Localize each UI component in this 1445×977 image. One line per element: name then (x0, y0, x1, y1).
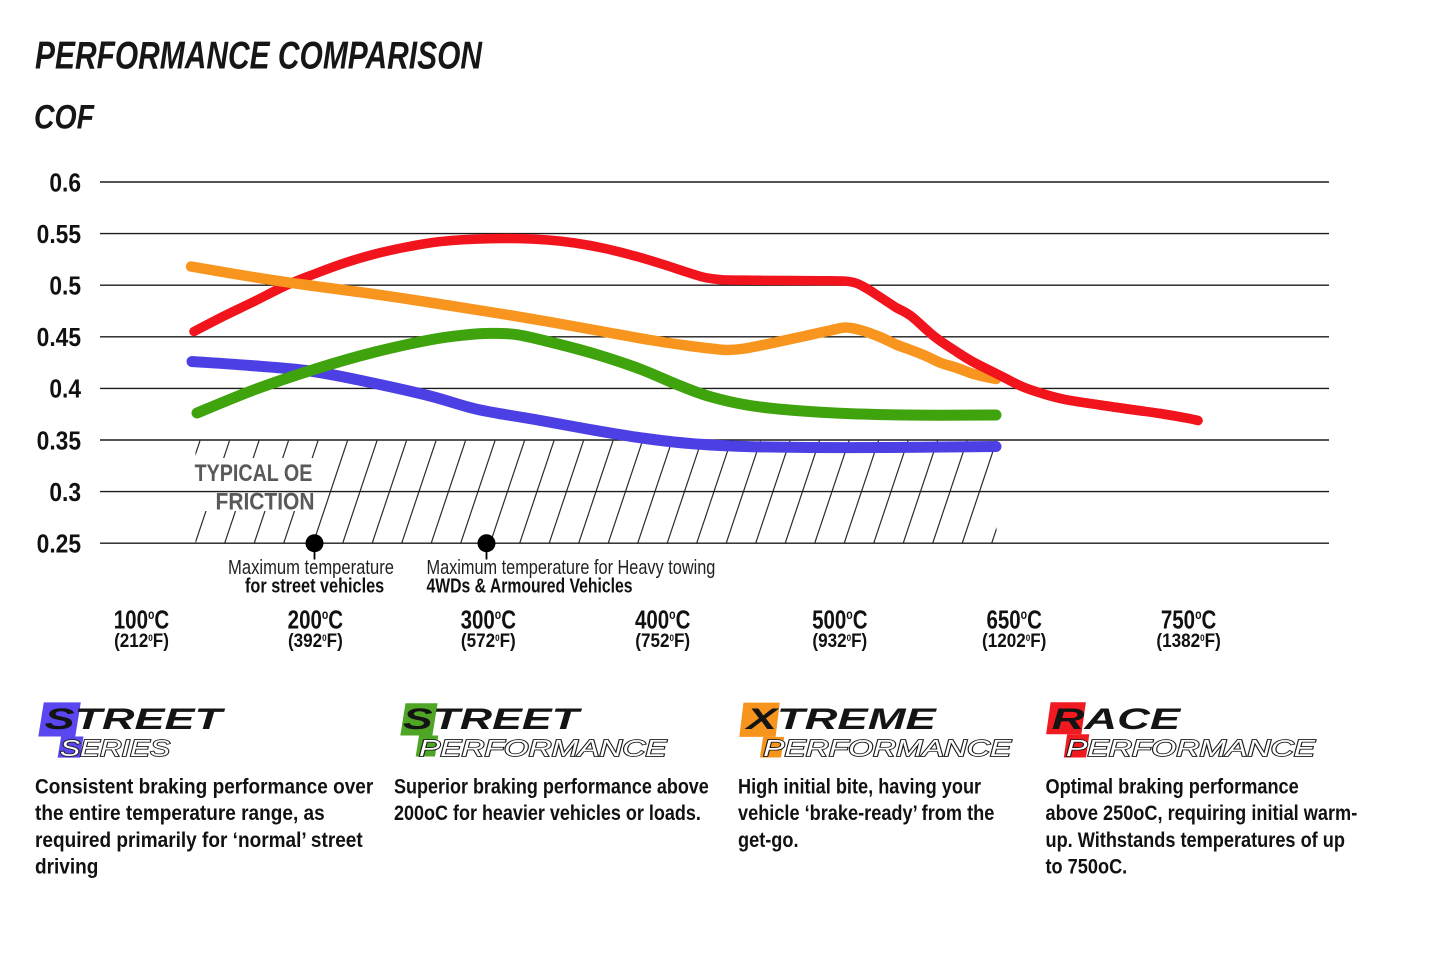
svg-text:PERFORMANCE: PERFORMANCE (763, 735, 1012, 760)
svg-text:TYPICAL OE: TYPICAL OE (195, 459, 313, 486)
svg-text:above 250oC, requiring initial: above 250oC, requiring initial warm- (1046, 802, 1358, 826)
svg-text:0.35: 0.35 (37, 427, 81, 456)
svg-text:(12020F): (12020F) (982, 630, 1046, 651)
svg-text:driving: driving (35, 856, 98, 879)
svg-text:(3920F): (3920F) (288, 630, 343, 651)
svg-text:Maximum temperature for Heavy: Maximum temperature for Heavy towing (427, 555, 716, 578)
svg-text:Maximum temperature: Maximum temperature (228, 556, 394, 579)
svg-text:XTREME: XTREME (744, 702, 937, 736)
svg-text:0.6: 0.6 (49, 169, 81, 198)
svg-text:required primarily for ‘normal: required primarily for ‘normal’ street (35, 829, 363, 852)
svg-text:up. Withstands temperatures of: up. Withstands temperatures of up (1046, 829, 1345, 853)
svg-text:vehicle ‘brake-ready’ from the: vehicle ‘brake-ready’ from the (738, 802, 994, 826)
svg-text:(9320F): (9320F) (812, 630, 867, 651)
svg-text:200oC: 200oC (288, 605, 343, 634)
svg-text:0.5: 0.5 (49, 272, 81, 301)
svg-text:0.25: 0.25 (37, 530, 81, 559)
svg-text:High initial bite, having your: High initial bite, having your (738, 775, 981, 799)
svg-text:0.45: 0.45 (37, 324, 81, 353)
svg-text:PERFORMANCE: PERFORMANCE (419, 735, 667, 761)
svg-text:Consistent braking performance: Consistent braking performance over (35, 775, 373, 798)
svg-text:750oC: 750oC (1161, 605, 1216, 634)
svg-text:get-go.: get-go. (738, 829, 799, 853)
svg-text:100oC: 100oC (114, 605, 169, 634)
svg-text:PERFORMANCE COMPARISON: PERFORMANCE COMPARISON (35, 35, 483, 78)
svg-text:STREET: STREET (45, 702, 227, 736)
svg-text:200oC for heavier vehicles or: 200oC for heavier vehicles or loads. (394, 802, 701, 826)
svg-text:SERIES: SERIES (60, 735, 170, 761)
svg-text:RACE: RACE (1052, 702, 1182, 736)
svg-text:(13820F): (13820F) (1156, 630, 1220, 651)
svg-text:400oC: 400oC (635, 605, 690, 634)
svg-text:to 750oC.: to 750oC. (1046, 855, 1128, 879)
svg-text:Superior braking performance a: Superior braking performance above (394, 775, 709, 799)
svg-text:500oC: 500oC (812, 605, 867, 634)
svg-text:(2120F): (2120F) (114, 630, 169, 651)
svg-text:0.55: 0.55 (37, 221, 81, 250)
svg-text:0.4: 0.4 (49, 375, 81, 404)
svg-text:the entire temperature range,: the entire temperature range, as (35, 802, 325, 825)
svg-text:FRICTION: FRICTION (216, 488, 315, 515)
svg-text:4WDs & Armoured Vehicles: 4WDs & Armoured Vehicles (427, 575, 633, 597)
svg-text:COF: COF (34, 97, 95, 136)
svg-text:300oC: 300oC (461, 605, 516, 634)
svg-text:for street vehicles: for street vehicles (245, 574, 384, 597)
svg-text:Optimal braking performance: Optimal braking performance (1046, 775, 1299, 799)
svg-text:(7520F): (7520F) (635, 630, 690, 651)
svg-text:(5720F): (5720F) (461, 630, 516, 651)
svg-text:0.3: 0.3 (49, 479, 81, 508)
svg-text:PERFORMANCE: PERFORMANCE (1066, 735, 1316, 760)
svg-text:650oC: 650oC (986, 605, 1041, 634)
svg-text:STREET: STREET (403, 703, 582, 736)
